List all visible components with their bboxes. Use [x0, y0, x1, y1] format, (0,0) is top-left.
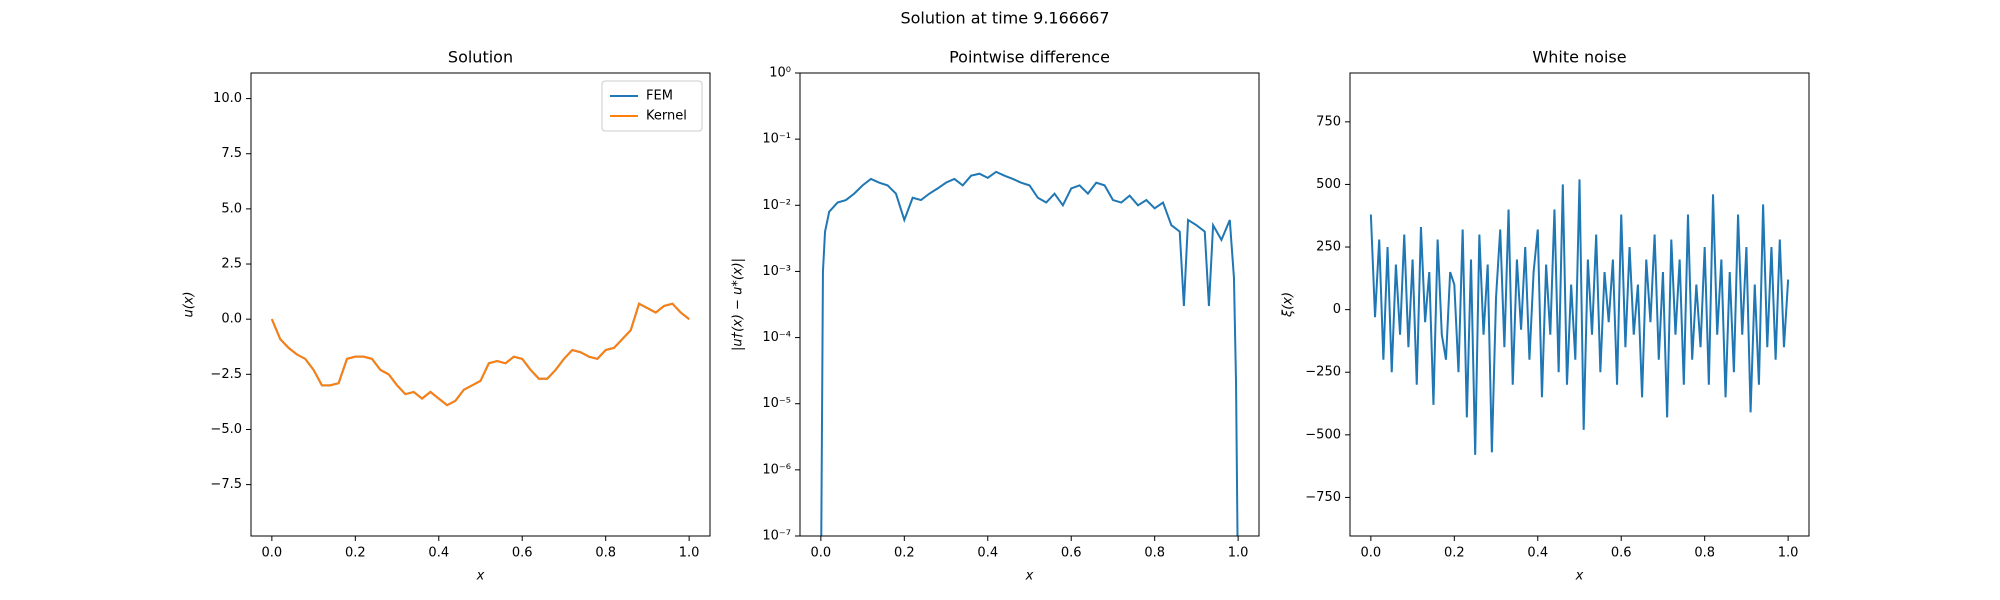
- legend-box: [601, 80, 703, 132]
- y-axis-label: |u†(x) − u*(x)|: [731, 258, 746, 351]
- x-tick-label: 0.8: [1144, 546, 1165, 561]
- x-tick-label: 1.0: [679, 546, 700, 561]
- data-line: [270, 302, 690, 407]
- x-tick-label: 0.8: [1694, 546, 1715, 561]
- y-tick-label: 7.5: [221, 146, 242, 161]
- y-tick-label: 10⁻³: [762, 264, 791, 279]
- y-tick-label: 5.0: [221, 201, 242, 216]
- subplot-title: Solution: [448, 48, 513, 67]
- x-tick-label: 0.6: [512, 546, 533, 561]
- x-tick-label: 0.0: [262, 546, 283, 561]
- y-axis-label: u(x): [182, 291, 197, 317]
- x-tick-label: 0.2: [1444, 546, 1465, 561]
- y-tick-label: −7.5: [210, 477, 242, 492]
- subplot: White noise 0.0 0.2 0.4 0.6 0.8 1.0 −750 −500 −25…: [1281, 48, 1810, 584]
- subplot: Pointwise difference 0.0 0.2 0.4 0.6 0.8 1.0 10…: [731, 48, 1260, 584]
- subplot-title: Pointwise difference: [949, 48, 1110, 67]
- y-tick-label: −2.5: [210, 367, 242, 382]
- x-axis-label: x: [1025, 569, 1034, 584]
- data-line: [270, 302, 690, 407]
- y-tick-label: 750: [1316, 114, 1341, 129]
- legend-label: FEM: [646, 89, 673, 104]
- y-tick-label: 0: [1333, 302, 1341, 317]
- subplot: Solution 0.0 0.2 0.4 0.6 0.8 1.0 −7.5 −5.0 −2.5 0.…: [182, 48, 711, 584]
- x-axis-label: x: [1575, 569, 1584, 584]
- y-tick-label: 10⁰: [769, 66, 791, 81]
- x-tick-label: 0.6: [1061, 546, 1082, 561]
- figure-title: Solution at time 9.166667: [900, 9, 1109, 28]
- x-tick-label: 0.4: [428, 546, 449, 561]
- y-tick-label: −750: [1305, 490, 1341, 505]
- y-tick-label: 250: [1316, 240, 1341, 255]
- data-line: [1369, 179, 1790, 455]
- y-tick-label: 10⁻⁵: [762, 396, 791, 411]
- x-axis-label: x: [476, 569, 485, 584]
- y-tick-label: −5.0: [210, 422, 242, 437]
- y-tick-label: −500: [1305, 427, 1341, 442]
- y-tick-label: 10⁻⁴: [762, 330, 791, 345]
- x-tick-label: 1.0: [1228, 546, 1249, 561]
- x-tick-label: 1.0: [1778, 546, 1799, 561]
- y-tick-label: 10.0: [213, 91, 242, 106]
- x-tick-label: 0.4: [1527, 546, 1548, 561]
- y-tick-label: 10⁻¹: [762, 132, 791, 147]
- x-tick-label: 0.0: [1361, 546, 1382, 561]
- y-tick-label: 10⁻²: [762, 198, 791, 213]
- x-tick-label: 0.2: [345, 546, 366, 561]
- y-tick-label: 500: [1316, 177, 1341, 192]
- x-tick-label: 0.0: [811, 546, 832, 561]
- axes-frame: [799, 72, 1260, 537]
- axes-frame: [250, 72, 711, 537]
- y-tick-label: −250: [1305, 365, 1341, 380]
- y-tick-label: 2.5: [221, 257, 242, 272]
- y-axis-label: ξ(x): [1281, 292, 1296, 318]
- data-line: [820, 170, 1239, 536]
- y-tick-label: 10⁻⁷: [762, 529, 791, 544]
- x-tick-label: 0.4: [977, 546, 998, 561]
- x-tick-label: 0.8: [595, 546, 616, 561]
- y-tick-label: 10⁻⁶: [762, 462, 791, 477]
- y-tick-label: 0.0: [221, 312, 242, 327]
- legend-label: Kernel: [646, 109, 687, 124]
- x-tick-label: 0.2: [894, 546, 915, 561]
- axes-frame: [1349, 72, 1810, 537]
- x-tick-label: 0.6: [1611, 546, 1632, 561]
- subplot-title: White noise: [1532, 48, 1626, 67]
